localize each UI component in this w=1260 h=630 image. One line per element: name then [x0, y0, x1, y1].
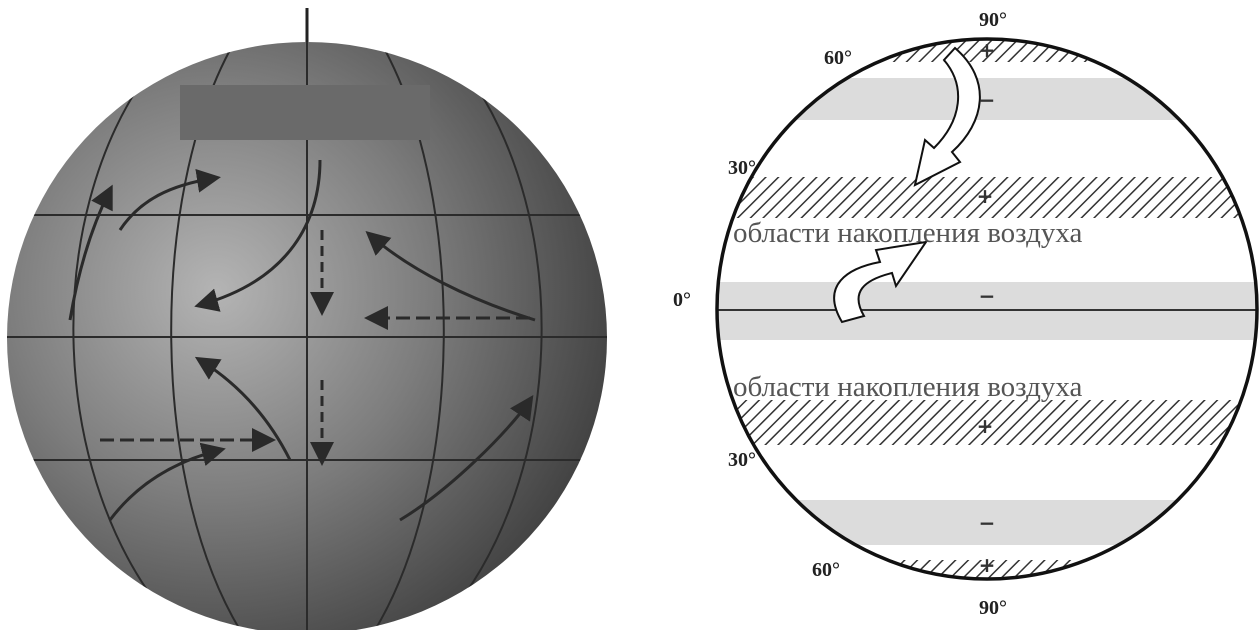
- pressure-sign: +: [977, 184, 994, 208]
- globe: [7, 8, 607, 630]
- zone-caption: области накопления воздуха: [733, 371, 1082, 403]
- latitude-label: 60°: [824, 47, 852, 69]
- zonal-diagram: [715, 37, 1259, 581]
- latitude-label: 90°: [979, 9, 1007, 31]
- pressure-sign: +: [977, 414, 994, 438]
- air-flow-arrow: [913, 46, 981, 187]
- air-flow-arrow: [833, 240, 929, 324]
- latitude-label: 30°: [728, 157, 756, 179]
- pressure-sign: +: [979, 38, 996, 62]
- latitude-label: 60°: [812, 559, 840, 581]
- pressure-sign: +: [979, 553, 996, 577]
- high-pressure-band: [717, 177, 1257, 218]
- label-mask: [180, 85, 430, 140]
- high-pressure-band: [717, 400, 1257, 445]
- pressure-sign: −: [979, 88, 996, 112]
- pressure-sign: −: [979, 284, 996, 308]
- labels: 90° 60° 30° 0° 30° 60° 90° + − + − + − + области накоп…: [673, 9, 1082, 619]
- zone-caption: области накопления воздуха: [733, 217, 1082, 249]
- latitude-label: 90°: [979, 597, 1007, 619]
- wind-arrows: [68, 159, 536, 522]
- pressure-sign: −: [979, 511, 996, 535]
- globe-outline: [715, 37, 1259, 581]
- latitude-label: 0°: [673, 289, 691, 311]
- latitude-label: 30°: [728, 449, 756, 471]
